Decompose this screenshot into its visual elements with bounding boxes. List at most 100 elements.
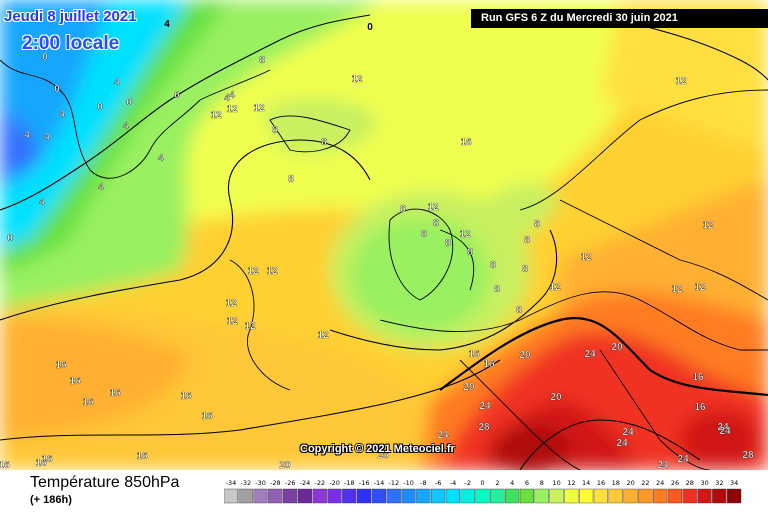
isotherm-label: 0	[174, 90, 180, 101]
scale-tick-label: -32	[240, 479, 251, 487]
scale-swatch	[697, 488, 712, 504]
scale-swatch	[312, 488, 327, 504]
isotherm-label: 16	[136, 451, 148, 462]
isotherm-label: 8	[490, 260, 496, 271]
scale-swatch	[356, 488, 372, 504]
scale-swatch	[371, 488, 387, 504]
isotherm-label: 16	[694, 402, 706, 413]
isotherm-label: 12	[247, 266, 259, 277]
isotherm-label: 16	[460, 137, 472, 148]
isotherm-label: 4	[24, 130, 30, 141]
isotherm-label: 16	[35, 458, 47, 469]
scale-swatch	[430, 488, 446, 504]
isotherm-label: 16	[69, 376, 81, 387]
isotherm-label: 24	[657, 460, 669, 470]
scale-tick-label: -34	[226, 479, 237, 487]
isotherm-label: 28	[742, 450, 754, 461]
isotherm-label: 0	[97, 102, 103, 113]
isotherm-label: 12	[427, 202, 439, 213]
scale-tick-label: 6	[525, 479, 529, 487]
scale-tick-label: 34	[730, 479, 738, 487]
isotherm-label: 8	[534, 219, 540, 230]
isotherm-label: 8	[445, 238, 451, 249]
isotherm-label: 4	[114, 77, 120, 88]
scale-swatch	[490, 488, 505, 504]
isotherm-label: 0	[7, 233, 13, 244]
scale-swatch	[638, 488, 653, 504]
scale-swatch	[623, 488, 638, 504]
isotherm-label: 12	[226, 104, 238, 115]
scale-tick-label: 14	[582, 479, 590, 487]
isotherm-label: 8	[494, 284, 500, 295]
scale-tick-label: 24	[656, 479, 664, 487]
scale-tick-label: -30	[255, 479, 266, 487]
isotherm-label: 16	[109, 388, 121, 399]
scale-swatch	[593, 488, 609, 504]
isotherm-label: 12	[580, 252, 592, 263]
isotherm-label: 12	[351, 74, 363, 85]
scale-swatch	[401, 488, 416, 504]
isotherm-label: 20	[519, 350, 531, 361]
isotherm-label: 16	[468, 349, 480, 360]
variable-label: Température 850hPa	[30, 474, 180, 491]
scale-tick-label: -2	[465, 479, 471, 487]
isotherm-label: 20	[550, 392, 562, 403]
scale-swatch	[386, 488, 401, 504]
forecast-date: Jeudi 8 juillet 2021	[4, 8, 137, 25]
isotherm-label: 12	[244, 321, 256, 332]
isotherm-label: 4	[98, 182, 104, 193]
scale-tick-label: -6	[435, 479, 441, 487]
isotherm-label: 16	[82, 397, 94, 408]
isotherm-label: 12	[675, 76, 687, 87]
isotherm-label: 12	[225, 298, 237, 309]
scale-swatch	[608, 488, 623, 504]
scale-tick-label: -18	[344, 479, 355, 487]
scale-tick-label: 4	[510, 479, 514, 487]
scale-swatch	[416, 488, 431, 504]
isotherm-label: 8	[433, 218, 439, 229]
isotherm-label: 12	[266, 266, 278, 277]
scale-tick-label: 18	[612, 479, 620, 487]
isotherm-label: 16	[0, 460, 10, 470]
isotherm-label: 16	[180, 391, 192, 402]
scale-tick-label: 32	[715, 479, 723, 487]
isotherm-label: 12	[317, 330, 329, 341]
isotherm-label: 4	[44, 132, 50, 143]
scale-swatch	[445, 488, 461, 504]
isotherm-label: 8	[259, 55, 265, 66]
isotherm-label: 24	[719, 426, 731, 437]
isotherm-label: 16	[692, 372, 704, 383]
scale-swatch	[712, 488, 727, 504]
scale-swatch	[682, 488, 697, 504]
isotherm-label: 4	[123, 121, 129, 132]
scale-tick-label: -10	[403, 479, 414, 487]
isotherm-label: 28	[478, 422, 490, 433]
isotherm-label: 12	[694, 282, 706, 293]
scale-tick-label: 26	[671, 479, 679, 487]
isotherm-label: 20	[279, 460, 291, 470]
isotherm-label: 16	[483, 359, 495, 370]
isotherm-label: 4	[224, 93, 230, 104]
scale-tick-label: -8	[420, 479, 426, 487]
isotherm-label: 8	[272, 125, 278, 136]
isotherm-label: 4	[59, 109, 65, 120]
isotherm-label: 4	[229, 90, 235, 101]
scale-tick-label: -28	[270, 479, 281, 487]
isotherm-label: 24	[677, 454, 689, 465]
scale-swatch	[253, 488, 268, 504]
scale-swatch	[727, 488, 742, 504]
forecast-hour-label: (+ 186h)	[30, 494, 72, 506]
scale-tick-label: 0	[481, 479, 485, 487]
isotherm-label: 24	[616, 438, 628, 449]
scale-tick-label: -22	[314, 479, 325, 487]
scale-swatch	[224, 488, 239, 504]
temperature-field	[0, 0, 768, 470]
scale-tick-label: -14	[374, 479, 385, 487]
isotherm-label: 24	[479, 401, 491, 412]
isotherm-label: 0	[126, 97, 132, 108]
isotherm-label: 12	[702, 220, 714, 231]
scale-tick-label: 28	[686, 479, 694, 487]
